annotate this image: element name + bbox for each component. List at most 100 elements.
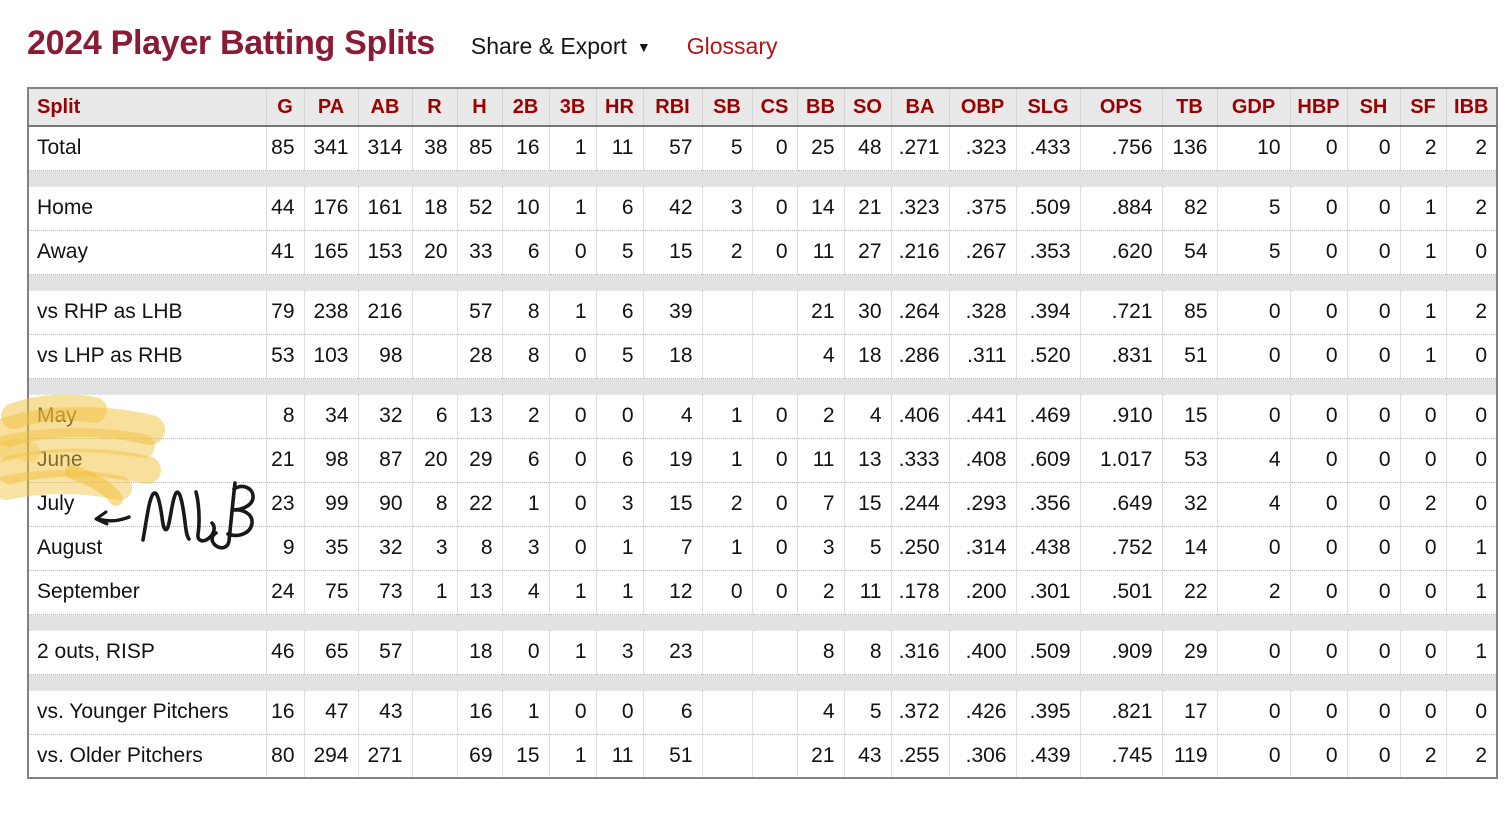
cell-cs: 0 (752, 482, 798, 527)
cell-3b: 0 (549, 438, 597, 483)
cell-ibb: 2 (1446, 126, 1497, 171)
share-export-menu[interactable]: Share & Export ▼ (471, 33, 651, 60)
glossary-link[interactable]: Glossary (686, 33, 778, 59)
cell-ibb: 0 (1446, 394, 1497, 439)
row-label: Total (28, 126, 267, 171)
cell-pa: 65 (304, 630, 359, 675)
column-header-tb[interactable]: TB (1162, 88, 1218, 127)
cell-2b: 10 (502, 186, 550, 231)
cell-3b: 1 (549, 570, 597, 615)
cell-ab: 153 (358, 230, 413, 275)
cell-hr: 6 (596, 438, 644, 483)
cell-ops: .752 (1080, 526, 1163, 571)
row-label: vs. Younger Pitchers (28, 690, 267, 735)
column-header-ba[interactable]: BA (891, 88, 950, 127)
page: 2024 Player Batting Splits Share & Expor… (27, 24, 1498, 779)
column-header-g[interactable]: G (266, 88, 305, 127)
cell-gdp: 10 (1217, 126, 1291, 171)
column-header-2b[interactable]: 2B (502, 88, 550, 127)
cell-slg: .469 (1016, 394, 1081, 439)
cell-hbp: 0 (1290, 290, 1348, 335)
column-header-gdp[interactable]: GDP (1217, 88, 1291, 127)
cell-sh: 0 (1347, 570, 1401, 615)
cell-ops: .721 (1080, 290, 1163, 335)
cell-sf: 0 (1400, 526, 1447, 571)
cell-sb (702, 734, 753, 778)
cell-gdp: 4 (1217, 482, 1291, 527)
cell-pa: 176 (304, 186, 359, 231)
cell-ba: .271 (891, 126, 950, 171)
cell-sh: 0 (1347, 482, 1401, 527)
cell-pa: 103 (304, 334, 359, 379)
cell-tb: 15 (1162, 394, 1218, 439)
column-header-3b[interactable]: 3B (549, 88, 597, 127)
cell-h: 8 (457, 526, 503, 571)
cell-sh: 0 (1347, 630, 1401, 675)
column-header-cs[interactable]: CS (752, 88, 798, 127)
cell-so: 43 (844, 734, 892, 778)
table-row-2-outs-risp: 2 outs, RISP 46 65 57 18 0 1 3 23 8 8.316.400.509.… (28, 630, 1497, 675)
column-header-pa[interactable]: PA (304, 88, 359, 127)
cell-2b: 2 (502, 394, 550, 439)
cell-sf: 2 (1400, 126, 1447, 171)
column-header-ops[interactable]: OPS (1080, 88, 1163, 127)
cell-pa: 98 (304, 438, 359, 483)
column-header-split[interactable]: Split (28, 88, 267, 127)
cell-so: 13 (844, 438, 892, 483)
cell-hbp: 0 (1290, 438, 1348, 483)
cell-ibb: 2 (1446, 186, 1497, 231)
cell-obp: .267 (949, 230, 1017, 275)
cell-bb: 2 (797, 394, 845, 439)
cell-bb: 4 (797, 334, 845, 379)
cell-cs: 0 (752, 230, 798, 275)
cell-3b: 1 (549, 186, 597, 231)
column-header-sh[interactable]: SH (1347, 88, 1401, 127)
cell-hbp: 0 (1290, 482, 1348, 527)
cell-g: 21 (266, 438, 305, 483)
row-label: vs. Older Pitchers (28, 734, 267, 778)
column-header-bb[interactable]: BB (797, 88, 845, 127)
cell-ibb: 0 (1446, 690, 1497, 735)
section-separator-band (28, 613, 1497, 631)
cell-bb: 11 (797, 230, 845, 275)
column-header-slg[interactable]: SLG (1016, 88, 1081, 127)
column-header-rbi[interactable]: RBI (643, 88, 703, 127)
cell-so: 30 (844, 290, 892, 335)
caret-down-icon: ▼ (636, 39, 651, 55)
column-header-sb[interactable]: SB (702, 88, 753, 127)
cell-ab: 271 (358, 734, 413, 778)
cell-h: 13 (457, 570, 503, 615)
cell-3b: 1 (549, 126, 597, 171)
cell-sf: 1 (1400, 186, 1447, 231)
row-label: Home (28, 186, 267, 231)
cell-sb: 1 (702, 394, 753, 439)
column-header-ab[interactable]: AB (358, 88, 413, 127)
cell-2b: 6 (502, 230, 550, 275)
cell-sh: 0 (1347, 230, 1401, 275)
column-header-sf[interactable]: SF (1400, 88, 1447, 127)
cell-hbp: 0 (1290, 186, 1348, 231)
cell-hr: 5 (596, 334, 644, 379)
column-header-so[interactable]: SO (844, 88, 892, 127)
cell-hbp: 0 (1290, 526, 1348, 571)
column-header-obp[interactable]: OBP (949, 88, 1017, 127)
column-header-hr[interactable]: HR (596, 88, 644, 127)
cell-bb: 14 (797, 186, 845, 231)
cell-g: 46 (266, 630, 305, 675)
table-row-vs-older-pitchers: vs. Older Pitchers 80 294 271 69 15 1 11 51 21 43.… (28, 734, 1497, 778)
cell-sb: 0 (702, 570, 753, 615)
cell-r: 8 (412, 482, 458, 527)
table-row-july: July 23 99 90 8 22 1 0 3 15 2 0 7 15.244.293.356.649 3… (28, 482, 1497, 527)
cell-ops: .909 (1080, 630, 1163, 675)
batting-splits-table: Split G PA AB R H 2B 3B HR RBI SB CS BB SO BA OBP SLG OPS… (27, 87, 1498, 779)
cell-bb: 8 (797, 630, 845, 675)
column-header-hbp[interactable]: HBP (1290, 88, 1348, 127)
cell-sh: 0 (1347, 734, 1401, 778)
cell-ab: 57 (358, 630, 413, 675)
cell-ab: 32 (358, 394, 413, 439)
table-row-away: Away 41 165 153 20 33 6 0 5 15 2 0 11 27.216.267.353.… (28, 230, 1497, 275)
column-header-r[interactable]: R (412, 88, 458, 127)
cell-sh: 0 (1347, 690, 1401, 735)
column-header-ibb[interactable]: IBB (1446, 88, 1497, 127)
column-header-h[interactable]: H (457, 88, 503, 127)
